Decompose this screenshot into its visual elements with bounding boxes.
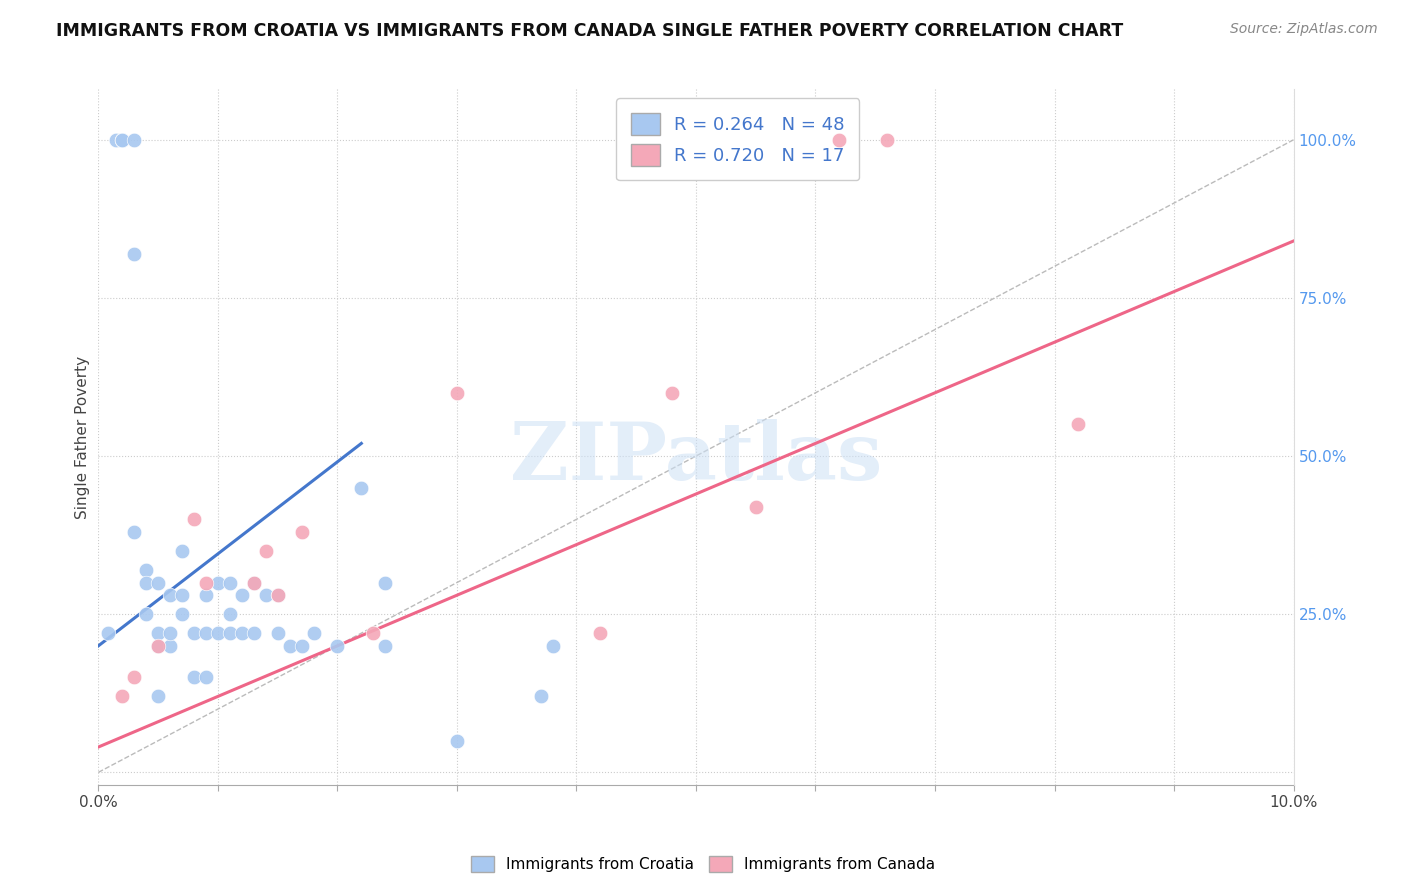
Text: ZIPatlas: ZIPatlas bbox=[510, 419, 882, 497]
Point bbox=[278, 639, 301, 653]
Point bbox=[124, 524, 146, 539]
Point bbox=[254, 588, 277, 602]
Text: IMMIGRANTS FROM CROATIA VS IMMIGRANTS FROM CANADA SINGLE FATHER POVERTY CORRELAT: IMMIGRANTS FROM CROATIA VS IMMIGRANTS FR… bbox=[56, 22, 1123, 40]
Point bbox=[195, 588, 218, 602]
Point bbox=[876, 133, 898, 147]
Point bbox=[219, 575, 242, 590]
Point bbox=[97, 626, 120, 640]
Point bbox=[374, 639, 396, 653]
Point bbox=[446, 385, 468, 400]
Point bbox=[363, 626, 385, 640]
Legend: R = 0.264   N = 48, R = 0.720   N = 17: R = 0.264 N = 48, R = 0.720 N = 17 bbox=[616, 98, 859, 180]
Point bbox=[111, 690, 134, 704]
Point bbox=[291, 639, 314, 653]
Point bbox=[148, 690, 170, 704]
Point bbox=[374, 575, 396, 590]
Point bbox=[159, 626, 181, 640]
Point bbox=[350, 481, 373, 495]
Point bbox=[446, 733, 468, 747]
Point bbox=[183, 512, 205, 526]
Point bbox=[828, 133, 851, 147]
Point bbox=[1067, 417, 1090, 432]
Point bbox=[172, 544, 194, 558]
Point bbox=[124, 246, 146, 260]
Point bbox=[231, 588, 253, 602]
Point bbox=[207, 626, 229, 640]
Point bbox=[243, 575, 266, 590]
Point bbox=[124, 133, 146, 147]
Point bbox=[195, 670, 218, 684]
Point bbox=[302, 626, 325, 640]
Point bbox=[291, 524, 314, 539]
Point bbox=[243, 626, 266, 640]
Point bbox=[745, 500, 768, 514]
Point bbox=[159, 588, 181, 602]
Point bbox=[111, 133, 134, 147]
Point bbox=[541, 639, 564, 653]
Point bbox=[172, 607, 194, 622]
Point bbox=[111, 133, 134, 147]
Point bbox=[105, 133, 128, 147]
Point bbox=[219, 626, 242, 640]
Point bbox=[326, 639, 349, 653]
Point bbox=[243, 575, 266, 590]
Point bbox=[207, 575, 229, 590]
Y-axis label: Single Father Poverty: Single Father Poverty bbox=[75, 356, 90, 518]
Point bbox=[124, 670, 146, 684]
Point bbox=[195, 626, 218, 640]
Point bbox=[589, 626, 612, 640]
Point bbox=[148, 639, 170, 653]
Point bbox=[148, 626, 170, 640]
Point bbox=[148, 639, 170, 653]
Point bbox=[267, 588, 290, 602]
Point bbox=[135, 575, 157, 590]
Point bbox=[183, 626, 205, 640]
Point bbox=[267, 588, 290, 602]
Point bbox=[111, 133, 134, 147]
Point bbox=[135, 563, 157, 577]
Legend: Immigrants from Croatia, Immigrants from Canada: Immigrants from Croatia, Immigrants from… bbox=[463, 848, 943, 880]
Point bbox=[529, 690, 551, 704]
Text: Source: ZipAtlas.com: Source: ZipAtlas.com bbox=[1230, 22, 1378, 37]
Point bbox=[219, 607, 242, 622]
Point bbox=[661, 385, 683, 400]
Point bbox=[267, 626, 290, 640]
Point bbox=[172, 588, 194, 602]
Point bbox=[183, 670, 205, 684]
Point bbox=[195, 575, 218, 590]
Point bbox=[159, 639, 181, 653]
Point bbox=[231, 626, 253, 640]
Point bbox=[254, 544, 277, 558]
Point bbox=[135, 607, 157, 622]
Point bbox=[148, 575, 170, 590]
